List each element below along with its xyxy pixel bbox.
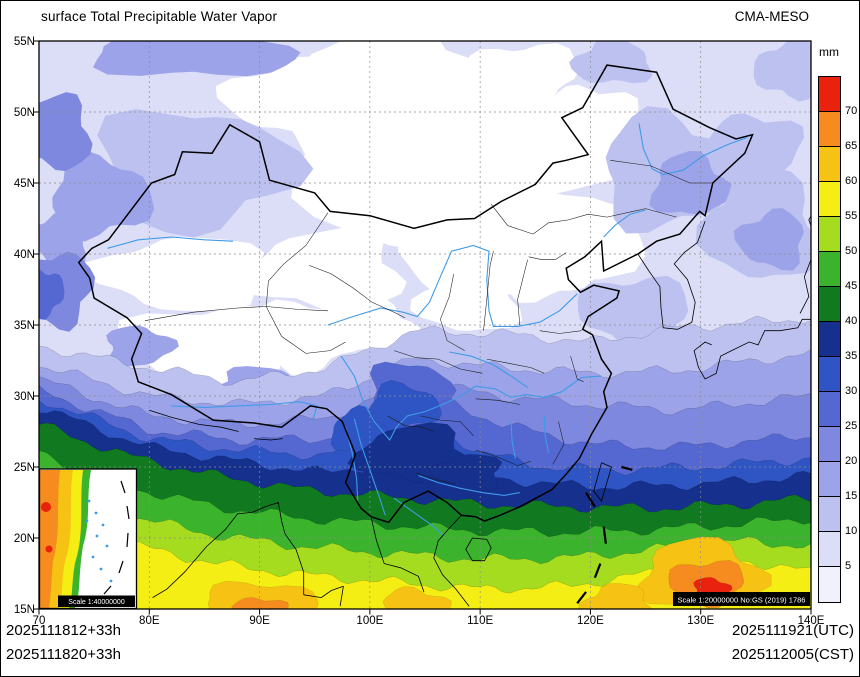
colorbar-tick-label: 45 [845, 280, 858, 292]
y-axis-label: 15N [14, 604, 35, 616]
inset-island-dot [87, 499, 91, 503]
colorbar-tick-label: 50 [845, 245, 858, 257]
inset-island-dot [99, 567, 103, 571]
colorbar-box [819, 357, 840, 392]
footer-init-time-cst: 2025111820+33h [6, 646, 121, 663]
colorbar-tick-label: 70 [845, 105, 858, 117]
inset-island-dot [94, 511, 98, 515]
colorbar-box [819, 567, 840, 602]
colorbar-tick-label: 20 [845, 455, 858, 467]
y-axis-label: 20N [14, 533, 35, 545]
x-axis-label: 70 [33, 615, 46, 627]
map-layers [39, 41, 811, 609]
x-axis-label: 130E [687, 615, 714, 627]
y-axis-label: 45N [14, 178, 35, 190]
y-axis-label: 40N [14, 249, 35, 261]
y-axis-label: 55N [14, 36, 35, 48]
inset-island-dot [105, 544, 109, 548]
inset-island-dot [85, 519, 89, 523]
colorbar-unit-label: mm [819, 45, 839, 59]
colorbar-tick-label: 25 [845, 420, 858, 432]
colorbar-box [819, 427, 840, 462]
footer-valid-time-utc: 2025111921(UTC) [731, 622, 854, 639]
y-axis-label: 35N [14, 320, 35, 332]
colorbar-box [819, 252, 840, 287]
x-axis-label: 120E [577, 615, 604, 627]
axis-ticks [33, 40, 812, 615]
x-axis-label: 80E [139, 615, 160, 627]
model-label: CMA-MESO [734, 9, 809, 24]
x-axis-label: 100E [356, 615, 383, 627]
colorbar-box [819, 147, 840, 182]
x-axis-labels: 70 80E 90E 100E 110E 120E 130E 140E [33, 615, 825, 627]
y-axis-labels: 55N 50N 45N 40N 35N 30N 25N 20N 15N [14, 36, 35, 616]
colorbar-box [819, 532, 840, 567]
colorbar-box [819, 392, 840, 427]
colorbar-tick-label: 5 [845, 560, 852, 572]
country-boundaries [149, 215, 811, 607]
province-boundaries [144, 160, 713, 485]
colorbar-box [819, 322, 840, 357]
south-china-sea-inset: Scale 1:40000000 [38, 468, 138, 610]
nine-dash-line [576, 465, 633, 604]
colorbar-box [819, 462, 840, 497]
pwv-dry-regions [79, 41, 647, 392]
x-axis-label: 90E [249, 615, 270, 627]
footer-init-time-utc: 2025111812+33h [6, 622, 121, 639]
x-axis-label: 140E [798, 615, 825, 627]
colorbar-tick-label: 60 [845, 175, 858, 187]
colorbar-box [819, 182, 840, 217]
colorbar-tick-label: 30 [845, 385, 858, 397]
colorbar-tick-label: 10 [845, 525, 858, 537]
china-boundary [77, 64, 754, 524]
inset-island-dot [95, 534, 99, 538]
colorbar-box [819, 112, 840, 147]
main-scale-note: Scale 1:20000000 No:GS (2019) 1786 [673, 592, 810, 606]
inset-island-dot [101, 523, 105, 527]
colorbar-tick-label: 15 [845, 490, 858, 502]
colorbar [818, 76, 841, 603]
colorbar-tick-label: 35 [845, 350, 858, 362]
graticule [39, 41, 811, 609]
inset-dash-line [103, 480, 130, 595]
inset-scale-note-text: Scale 1:40000000 [68, 599, 125, 606]
colorbar-tick-label: 55 [845, 210, 858, 222]
y-axis-label: 50N [14, 107, 35, 119]
colorbar-tick-label: 65 [845, 140, 858, 152]
colorbar-box [819, 217, 840, 252]
inset-island-dot [109, 579, 113, 583]
x-axis-label: 110E [467, 615, 493, 627]
colorbar-box [819, 287, 840, 322]
colorbar-tick-label: 40 [845, 315, 858, 327]
footer-valid-time-cst: 2025112005(CST) [731, 646, 854, 663]
plot-title: surface Total Precipitable Water Vapor [41, 9, 278, 24]
y-axis-label: 25N [14, 462, 35, 474]
colorbar-box [819, 497, 840, 532]
colorbar-box [819, 77, 840, 112]
main-scale-note-text: Scale 1:20000000 No:GS (2019) 1786 [678, 596, 806, 605]
inset-island-dot [91, 555, 95, 559]
y-axis-label: 30N [14, 391, 35, 403]
